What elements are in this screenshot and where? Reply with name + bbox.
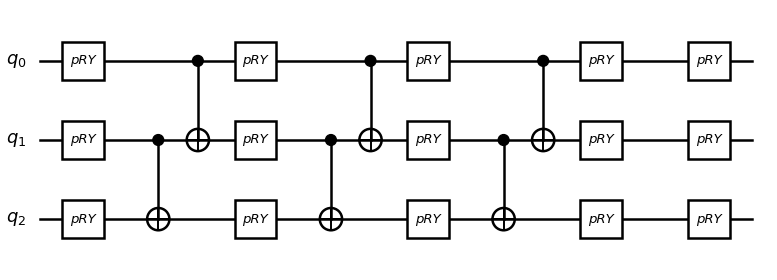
Text: pRY: pRY [588,54,614,67]
FancyBboxPatch shape [62,121,103,159]
Text: pRY: pRY [242,213,268,226]
Text: pRY: pRY [695,54,722,67]
Text: pRY: pRY [70,134,96,146]
FancyBboxPatch shape [688,200,730,238]
Text: pRY: pRY [415,54,441,67]
Circle shape [538,55,549,66]
FancyBboxPatch shape [407,121,449,159]
Text: pRY: pRY [695,213,722,226]
Text: pRY: pRY [70,213,96,226]
Text: pRY: pRY [415,134,441,146]
Text: pRY: pRY [588,213,614,226]
FancyBboxPatch shape [62,42,103,80]
FancyBboxPatch shape [407,42,449,80]
FancyBboxPatch shape [235,42,277,80]
Text: pRY: pRY [415,213,441,226]
Text: pRY: pRY [242,134,268,146]
Circle shape [193,55,204,66]
Text: $q_{2}$: $q_{2}$ [5,210,26,228]
Circle shape [153,135,164,145]
Circle shape [365,55,376,66]
FancyBboxPatch shape [580,42,622,80]
Text: $q_{0}$: $q_{0}$ [5,52,26,70]
Text: pRY: pRY [70,54,96,67]
FancyBboxPatch shape [62,200,103,238]
Text: pRY: pRY [588,134,614,146]
FancyBboxPatch shape [688,42,730,80]
FancyBboxPatch shape [235,200,277,238]
Text: $q_{1}$: $q_{1}$ [5,131,26,149]
FancyBboxPatch shape [580,121,622,159]
Text: pRY: pRY [695,134,722,146]
FancyBboxPatch shape [407,200,449,238]
FancyBboxPatch shape [688,121,730,159]
FancyBboxPatch shape [580,200,622,238]
Circle shape [326,135,336,145]
Text: pRY: pRY [242,54,268,67]
Circle shape [498,135,509,145]
FancyBboxPatch shape [235,121,277,159]
